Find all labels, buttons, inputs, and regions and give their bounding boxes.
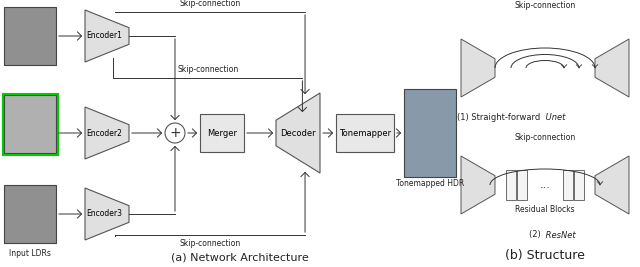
FancyBboxPatch shape [200, 114, 244, 152]
Text: Skip-connection: Skip-connection [515, 1, 575, 10]
FancyBboxPatch shape [574, 170, 584, 200]
Text: Skip-connection: Skip-connection [179, 0, 241, 8]
FancyBboxPatch shape [517, 170, 527, 200]
Text: ResNet: ResNet [543, 230, 575, 239]
Text: Encoder3: Encoder3 [86, 210, 122, 218]
Text: ...: ... [540, 180, 550, 190]
Polygon shape [85, 188, 129, 240]
Text: Skip-connection: Skip-connection [177, 65, 239, 74]
Text: (2): (2) [529, 230, 543, 239]
Text: Merger: Merger [207, 128, 237, 138]
FancyBboxPatch shape [4, 7, 56, 65]
Text: (b) Structure: (b) Structure [505, 249, 585, 261]
FancyBboxPatch shape [336, 114, 394, 152]
Text: +: + [169, 126, 181, 140]
Polygon shape [276, 93, 320, 173]
Text: Input LDRs: Input LDRs [9, 249, 51, 257]
Text: Tonemapper: Tonemapper [339, 128, 391, 138]
Polygon shape [461, 39, 495, 97]
FancyBboxPatch shape [404, 89, 456, 177]
Polygon shape [85, 10, 129, 62]
Polygon shape [595, 39, 629, 97]
Text: Skip-connection: Skip-connection [179, 239, 241, 248]
FancyBboxPatch shape [506, 170, 516, 200]
FancyBboxPatch shape [563, 170, 573, 200]
Text: Encoder1: Encoder1 [86, 32, 122, 41]
FancyBboxPatch shape [4, 95, 56, 153]
Text: Unet: Unet [543, 113, 565, 123]
Text: (a) Network Architecture: (a) Network Architecture [171, 253, 309, 263]
Text: Skip-connection: Skip-connection [515, 134, 575, 143]
Text: Tonemapped HDR: Tonemapped HDR [396, 179, 464, 189]
FancyBboxPatch shape [4, 185, 56, 243]
Circle shape [165, 123, 185, 143]
Polygon shape [595, 156, 629, 214]
Polygon shape [85, 107, 129, 159]
Text: Decoder: Decoder [280, 128, 316, 138]
Polygon shape [461, 156, 495, 214]
Text: Encoder2: Encoder2 [86, 128, 122, 138]
Text: (1) Straight-forward: (1) Straight-forward [457, 113, 543, 123]
Text: Residual Blocks: Residual Blocks [515, 205, 575, 214]
